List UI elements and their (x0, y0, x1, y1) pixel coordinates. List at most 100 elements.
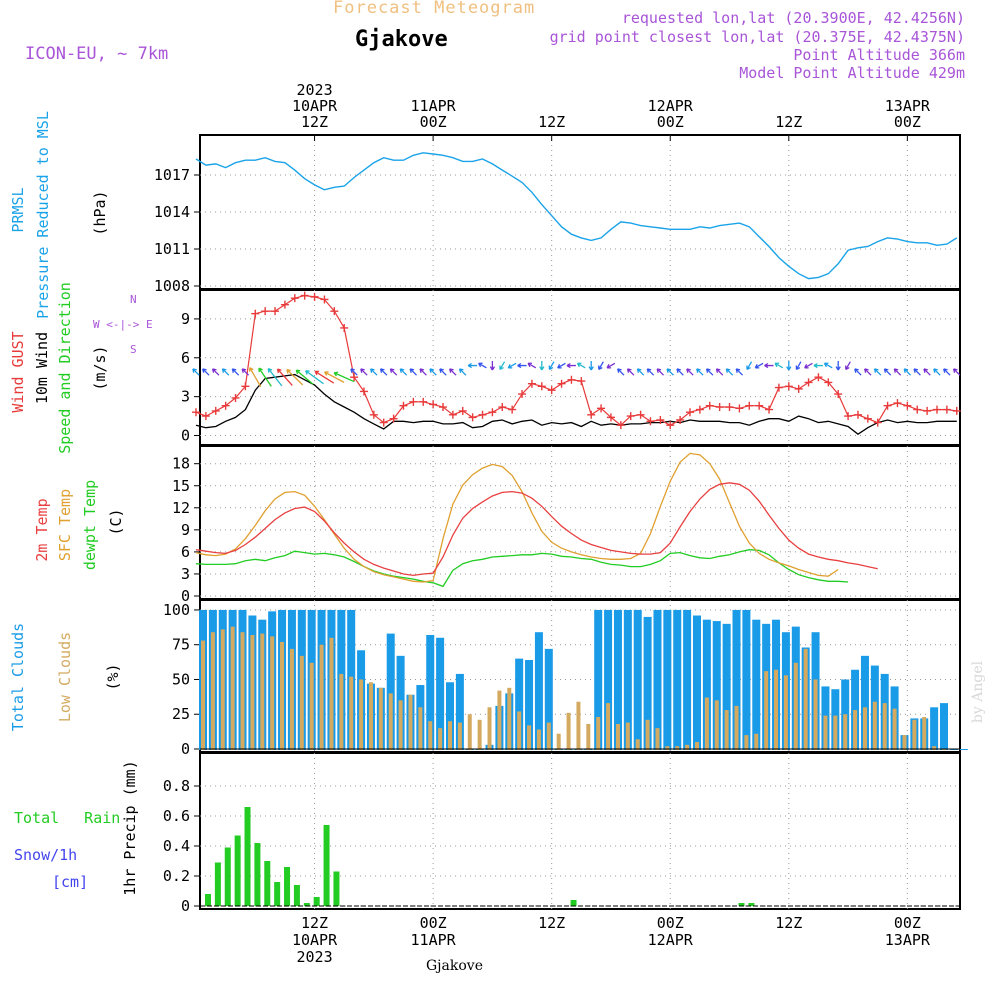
low-cloud-bar (546, 722, 551, 750)
gust-marker (794, 384, 803, 393)
wind-direction-arrow (913, 368, 921, 376)
gust-marker (567, 375, 576, 384)
rain-bar (264, 861, 271, 906)
wind-direction-arrow (192, 368, 200, 376)
low-cloud-bar (339, 673, 344, 750)
wind-direction-arrow (746, 361, 753, 371)
wind-direction-arrow (598, 361, 604, 371)
wind-direction-arrow (903, 368, 912, 376)
y-tick-label-precipitation: 0.6 (163, 807, 190, 825)
wind-direction-arrow (823, 362, 833, 369)
low-cloud-bar (536, 729, 541, 750)
gust-marker (498, 403, 507, 412)
bottom-time-label: 11APR (411, 931, 457, 949)
wind-direction-arrow (626, 368, 635, 376)
gust-marker (419, 397, 428, 406)
wind-direction-arrow (449, 368, 457, 376)
total-cloud-bar (742, 609, 751, 750)
wind-direction-arrow (258, 367, 272, 387)
gust-marker (261, 307, 270, 316)
rain-bar (284, 867, 291, 906)
wind-direction-arrow (952, 368, 961, 376)
gust-marker (231, 393, 240, 402)
low-cloud-bar (645, 719, 650, 750)
gust-marker (735, 404, 744, 413)
total-cloud-bar (594, 609, 603, 750)
wind-direction-arrow (576, 362, 586, 369)
total-cloud-bar (673, 609, 682, 750)
y-tick-label-temperature: 9 (181, 521, 190, 539)
low-cloud-bar (615, 723, 620, 750)
wind-direction-arrow (333, 371, 355, 383)
wind-direction-arrow (458, 368, 467, 376)
total-cloud-bar (544, 648, 553, 750)
low-cloud-bar (418, 707, 423, 750)
info-line-4: Model Point Altitude 429m (739, 64, 965, 82)
low-cloud-bar (566, 712, 571, 750)
low-cloud-bar (892, 708, 897, 750)
wind-direction-arrow (241, 368, 250, 376)
chart-product-title: Forecast Meteogram (333, 0, 536, 18)
wind-direction-arrow (835, 361, 841, 371)
low-cloud-bar (438, 728, 443, 750)
y-tick-label-clouds: 75 (172, 636, 190, 654)
low-cloud-bar (319, 644, 324, 750)
y-tick-label-wind: 0 (181, 427, 190, 445)
rain-bar (333, 871, 340, 906)
total-cloud-bar (683, 609, 692, 750)
wind-direction-arrow (305, 370, 324, 385)
low-cloud-bar (912, 719, 917, 750)
info-line-1: requested lon,lat (20.3900E, 42.4256N) (621, 9, 965, 27)
low-cloud-bar (833, 715, 838, 750)
gust-marker (211, 406, 220, 415)
gust-marker (883, 401, 892, 410)
wind-direction-arrow (883, 368, 892, 376)
wind-direction-arrow (419, 368, 427, 376)
low-cloud-bar (685, 744, 690, 750)
total-cloud-bar (653, 609, 662, 750)
total-cloud-bar (613, 609, 622, 750)
low-cloud-bar (517, 711, 522, 750)
gust-marker (656, 415, 665, 424)
gust-marker (537, 382, 546, 391)
low-cloud-bar (704, 697, 709, 750)
wind-direction-arrow (211, 368, 220, 376)
y-tick-label-pressure: 1017 (154, 166, 190, 184)
wind-direction-arrow (725, 368, 734, 376)
gust-marker (755, 401, 764, 410)
wind-direction-arrow (617, 368, 625, 376)
gust-marker (923, 406, 932, 415)
gust-marker (389, 414, 398, 423)
total-cloud-bar (534, 632, 543, 750)
low-cloud-bar (210, 632, 215, 750)
wind-direction-arrow (499, 361, 506, 371)
wind-direction-arrow (478, 362, 487, 369)
rain-bar (244, 807, 251, 906)
wind-direction-arrow (276, 368, 293, 386)
total-cloud-bar (446, 682, 454, 750)
gust-marker (715, 403, 724, 412)
top-time-label: 11APR (411, 97, 457, 115)
low-cloud-bar (744, 735, 749, 750)
low-cloud-bar (754, 733, 759, 750)
gust-marker (725, 403, 734, 412)
wind-direction-arrow (845, 361, 851, 371)
model-label: ICON-EU, ~ 7km (25, 44, 169, 64)
y-tick-label-wind: 9 (181, 310, 190, 328)
wind-direction-arrow (666, 368, 674, 376)
gust-marker (320, 295, 329, 304)
wind-direction-arrow (715, 368, 724, 376)
total-cloud-bar (525, 660, 534, 750)
bottom-time-label: 10APR (292, 931, 338, 949)
low-cloud-bar (853, 710, 858, 750)
compass-north: N (130, 293, 137, 306)
rain-bar (303, 903, 310, 906)
low-cloud-bar (507, 687, 512, 750)
gust-marker (468, 413, 477, 422)
total-cloud-bar (515, 658, 524, 750)
bottom-time-label: 00Z (657, 914, 684, 932)
gust-marker (646, 417, 655, 426)
wind-direction-arrow (933, 368, 941, 376)
wind-direction-arrow (507, 362, 517, 369)
wind-direction-arrow (854, 368, 862, 376)
